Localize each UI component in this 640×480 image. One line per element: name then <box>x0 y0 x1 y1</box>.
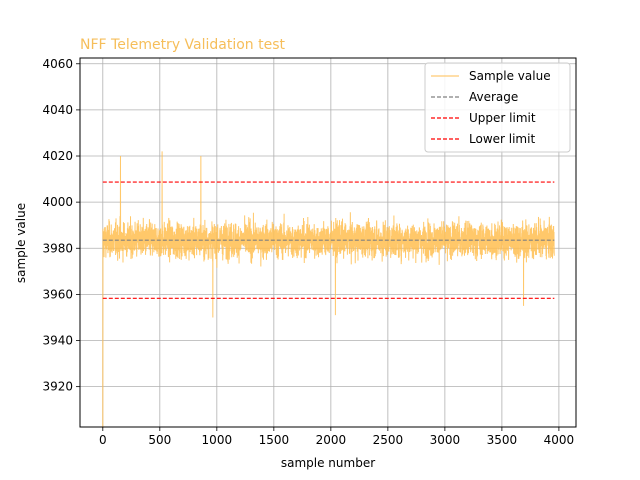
y-tick-label: 3960 <box>42 287 73 301</box>
x-tick-label: 4000 <box>544 433 575 447</box>
x-tick-label: 1500 <box>259 433 290 447</box>
legend-box <box>424 62 571 153</box>
y-axis-label: sample value <box>14 203 28 283</box>
x-axis-ticks: 0 500 1000 1500 2000 2500 3000 3500 4000 <box>99 427 574 447</box>
x-axis-label: sample number <box>281 456 375 470</box>
y-tick-label: 4060 <box>42 57 73 71</box>
x-tick-label: 500 <box>148 433 171 447</box>
chart-title: NFF Telemetry Validation test <box>80 37 286 53</box>
x-tick-label: 0 <box>99 433 107 447</box>
y-tick-label: 4040 <box>42 103 73 117</box>
x-tick-label: 2500 <box>373 433 404 447</box>
x-tick-label: 2000 <box>316 433 347 447</box>
y-tick-label: 3940 <box>42 334 73 348</box>
y-axis-ticks: 3920 3940 3960 3980 4000 4020 4040 4060 <box>42 57 80 394</box>
sample-value-line <box>102 151 555 429</box>
plot-data <box>102 151 555 429</box>
legend-label: Lower limit <box>469 132 535 146</box>
x-tick-label: 3000 <box>430 433 461 447</box>
y-tick-label: 4020 <box>42 149 73 163</box>
plot-frame <box>79 57 577 428</box>
legend-label: Sample value <box>469 69 551 83</box>
y-tick-label: 4000 <box>42 195 73 209</box>
legend-label: Average <box>469 90 518 104</box>
legend: Sample value Average Upper limit Lower limi… <box>424 62 571 153</box>
x-tick-label: 3500 <box>487 433 518 447</box>
y-tick-label: 3980 <box>42 241 73 255</box>
legend-label: Upper limit <box>469 111 536 125</box>
x-tick-label: 1000 <box>202 433 233 447</box>
y-tick-label: 3920 <box>42 380 73 394</box>
